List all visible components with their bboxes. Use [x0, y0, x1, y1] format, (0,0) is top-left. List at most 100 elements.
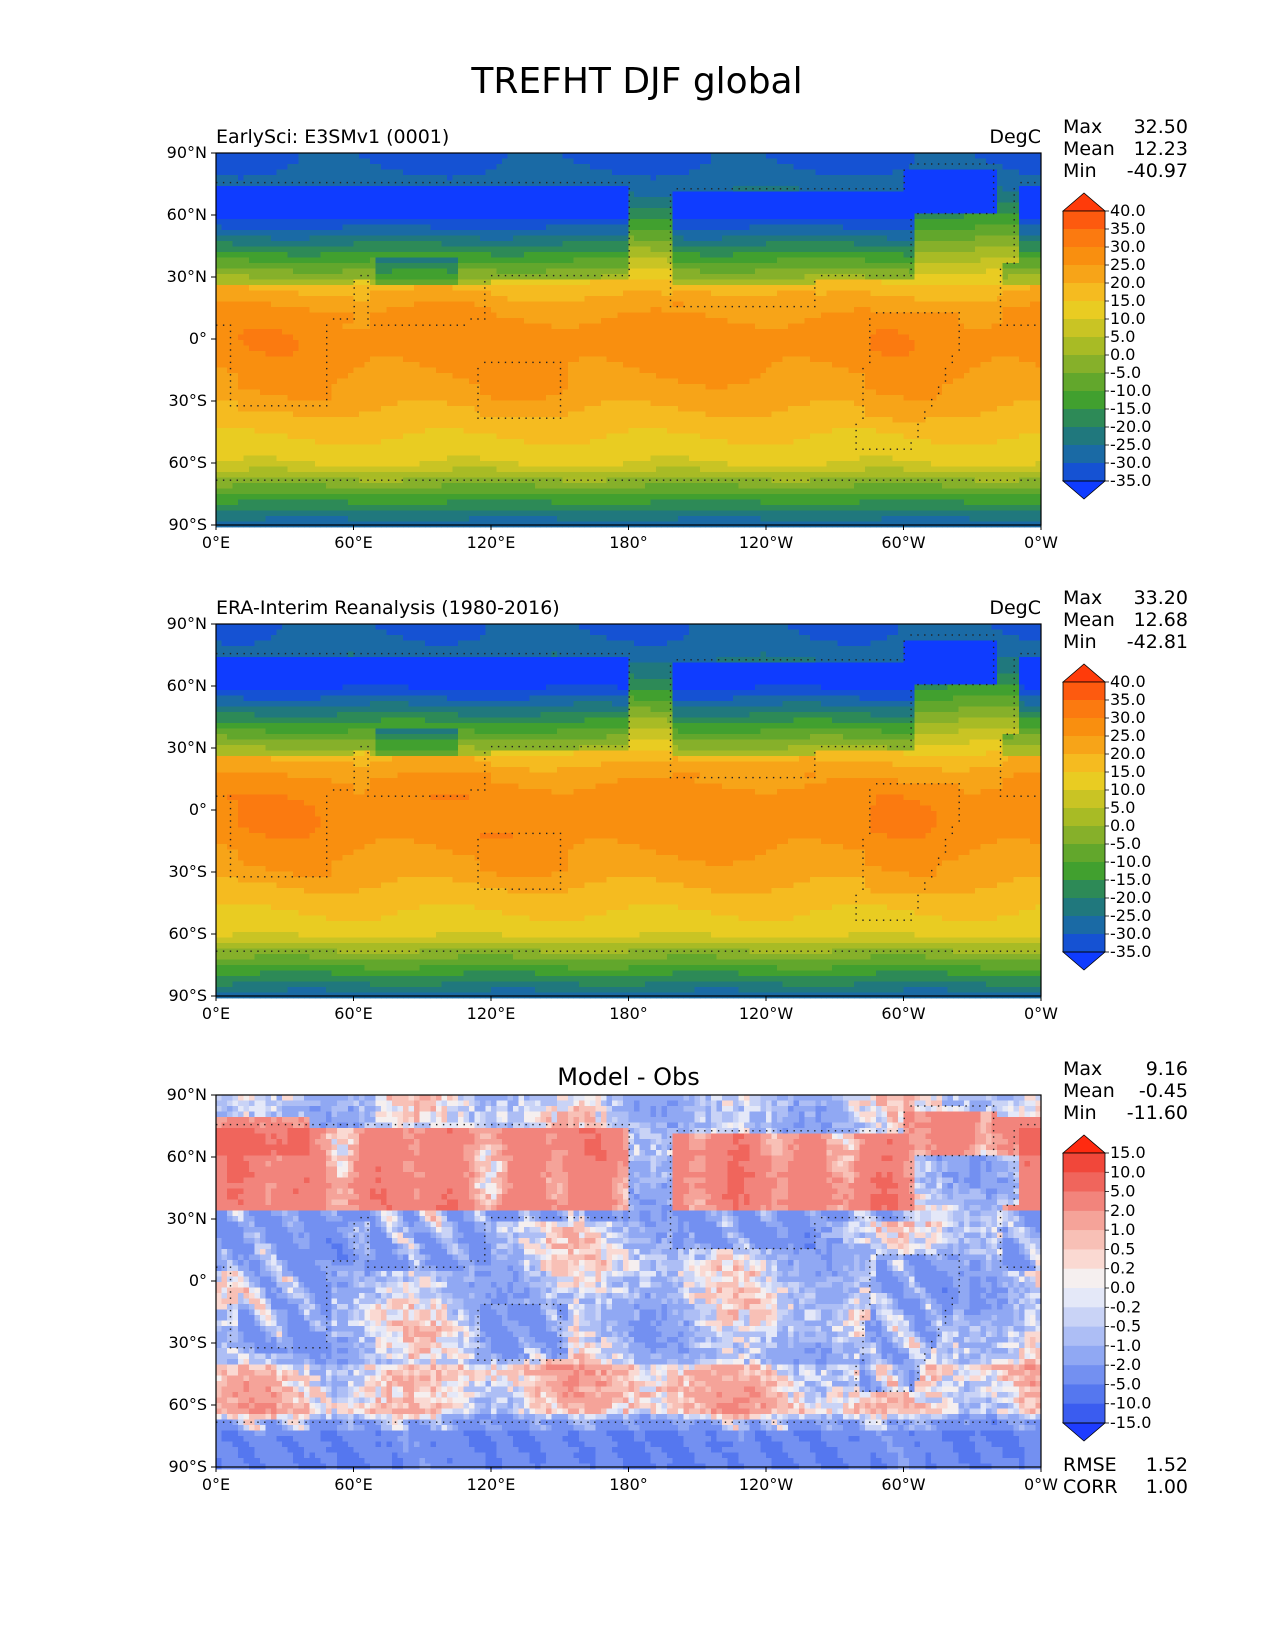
field-cell [238, 291, 244, 297]
field-cell [689, 285, 695, 291]
field-cell [711, 236, 717, 242]
field-cell [937, 236, 943, 242]
field-cell [623, 263, 629, 269]
field-cell [222, 247, 228, 253]
field-cell [497, 280, 503, 286]
field-cell [266, 197, 272, 203]
field-cell [414, 302, 420, 308]
field-cell [937, 329, 943, 335]
field-cell [1025, 313, 1031, 319]
field-cell [662, 318, 668, 324]
field-cell [596, 280, 602, 286]
field-cell [277, 269, 283, 275]
field-cell [442, 153, 448, 159]
field-cell [794, 219, 800, 225]
field-cell [898, 252, 904, 258]
field-cell [227, 252, 233, 258]
field-cell [695, 181, 701, 187]
field-cell [1008, 307, 1014, 313]
field-cell [524, 241, 530, 247]
field-cell [585, 307, 591, 313]
field-cell [260, 219, 266, 225]
field-cell [684, 291, 690, 297]
field-cell [321, 159, 327, 165]
field-cell [678, 258, 684, 264]
field-cell [915, 164, 921, 170]
field-cell [1030, 181, 1036, 187]
field-cell [491, 274, 497, 280]
field-cell [871, 252, 877, 258]
field-cell [590, 329, 596, 335]
field-cell [277, 181, 283, 187]
field-cell [673, 285, 679, 291]
field-cell [420, 335, 426, 341]
panel-units: DegC [989, 126, 1041, 148]
field-cell [711, 247, 717, 253]
field-cell [326, 236, 332, 242]
field-cell [821, 170, 827, 176]
field-cell [354, 186, 360, 192]
field-cell [585, 291, 591, 297]
field-cell [519, 318, 525, 324]
field-cell [612, 263, 618, 269]
field-cell [695, 175, 701, 181]
field-cell [282, 230, 288, 236]
field-cell [711, 307, 717, 313]
field-cell [733, 219, 739, 225]
field-cell [618, 170, 624, 176]
field-cell [607, 269, 613, 275]
field-cell [722, 236, 728, 242]
field-cell [997, 219, 1003, 225]
field-cell [970, 225, 976, 231]
field-cell [321, 219, 327, 225]
field-cell [458, 181, 464, 187]
field-cell [717, 324, 723, 330]
field-cell [288, 307, 294, 313]
field-cell [1025, 302, 1031, 308]
field-cell [436, 329, 442, 335]
field-cell [486, 302, 492, 308]
field-cell [464, 269, 470, 275]
field-cell [574, 307, 580, 313]
field-cell [986, 192, 992, 198]
field-cell [464, 214, 470, 220]
field-cell [552, 318, 558, 324]
field-cell [909, 324, 915, 330]
field-cell [425, 170, 431, 176]
field-cell [431, 324, 437, 330]
field-cell [315, 181, 321, 187]
field-cell [414, 285, 420, 291]
field-cell [1019, 225, 1025, 231]
field-cell [255, 159, 261, 165]
field-cell [623, 247, 629, 253]
field-cell [387, 175, 393, 181]
field-cell [508, 208, 514, 214]
field-cell [860, 170, 866, 176]
field-cell [271, 302, 277, 308]
field-cell [282, 307, 288, 313]
field-cell [370, 335, 376, 341]
field-cell [310, 335, 316, 341]
field-cell [282, 247, 288, 253]
field-cell [854, 324, 860, 330]
field-cell [469, 225, 475, 231]
field-cell [986, 302, 992, 308]
field-cell [931, 291, 937, 297]
field-cell [915, 170, 921, 176]
field-cell [458, 164, 464, 170]
field-cell [755, 247, 761, 253]
field-cell [442, 274, 448, 280]
field-cell [310, 258, 316, 264]
field-cell [700, 307, 706, 313]
field-cell [227, 225, 233, 231]
field-cell [1019, 181, 1025, 187]
field-cell [530, 230, 536, 236]
field-cell [568, 247, 574, 253]
field-cell [986, 170, 992, 176]
field-cell [788, 252, 794, 258]
field-cell [909, 252, 915, 258]
field-cell [255, 269, 261, 275]
field-cell [299, 236, 305, 242]
field-cell [887, 269, 893, 275]
field-cell [623, 324, 629, 330]
